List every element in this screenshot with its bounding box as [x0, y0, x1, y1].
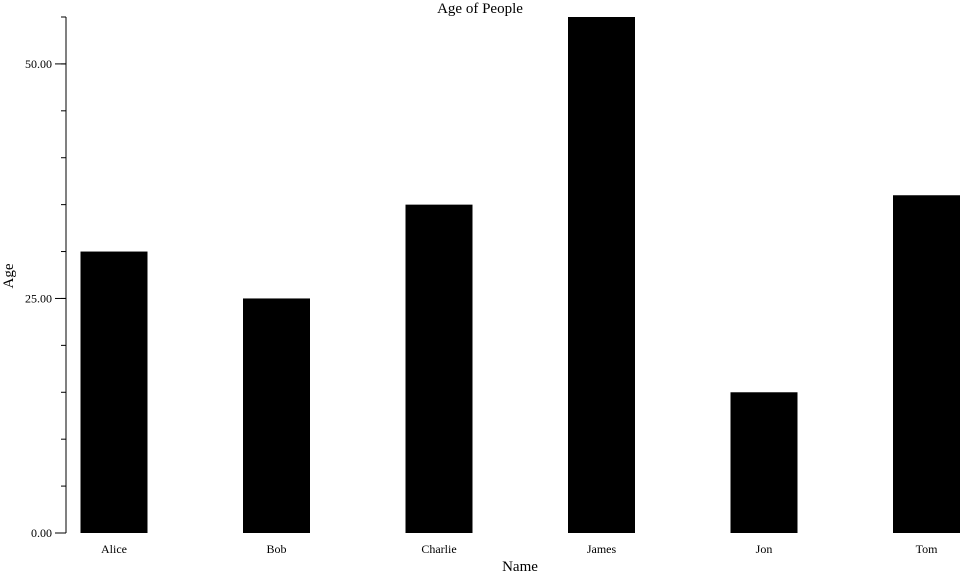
- y-axis-ticks: 0.00 25.00 50.00: [25, 16, 66, 540]
- bar-tom: [893, 195, 960, 533]
- bars: [80, 17, 960, 534]
- x-tick-label-jon: Jon: [756, 542, 773, 556]
- x-axis-title: Name: [502, 559, 538, 575]
- bar-james: [568, 17, 635, 533]
- bar-alice: [80, 251, 148, 533]
- x-tick-label-bob: Bob: [266, 542, 286, 556]
- x-tick-label-tom: Tom: [916, 542, 938, 556]
- x-axis-tick-labels: Alice Bob Charlie James Jon Tom: [101, 542, 938, 556]
- bar-bob: [243, 298, 310, 533]
- bar-charlie: [405, 204, 473, 534]
- bar-jon: [730, 392, 798, 533]
- x-tick-label-alice: Alice: [101, 542, 127, 556]
- y-tick-label: 0.00: [31, 526, 52, 540]
- y-axis-title: Age: [1, 263, 17, 288]
- x-tick-label-charlie: Charlie: [421, 542, 456, 556]
- y-tick-label: 25.00: [25, 291, 52, 305]
- chart-title: Age of People: [437, 1, 523, 17]
- x-tick-label-james: James: [587, 542, 617, 556]
- y-tick-label: 50.00: [25, 57, 52, 71]
